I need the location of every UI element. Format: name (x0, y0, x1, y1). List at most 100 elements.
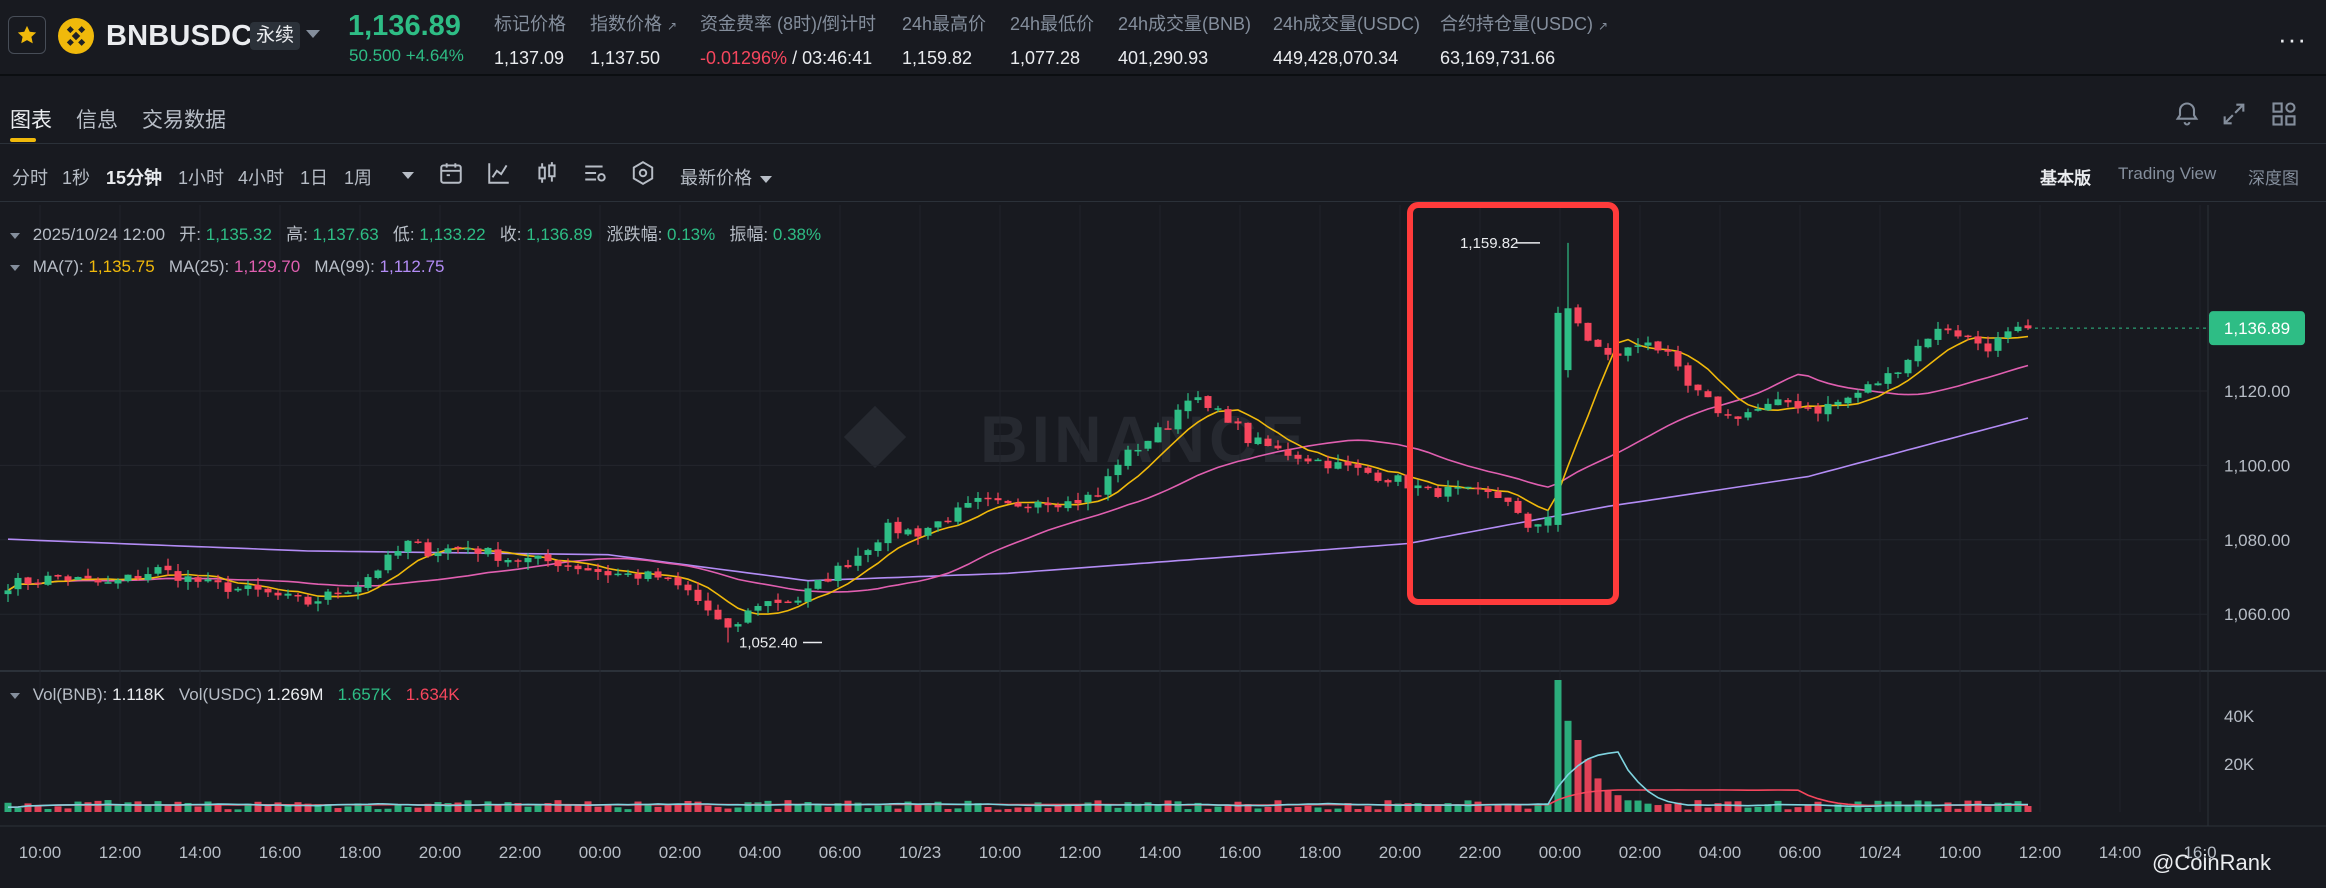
candle (1284, 449, 1292, 456)
candle (1104, 476, 1112, 495)
volume-bar (4, 802, 12, 812)
low-marker: 1,052.40 (739, 634, 822, 651)
volume-bar (174, 801, 182, 812)
volume-bar (914, 804, 922, 812)
candle (834, 565, 842, 582)
layout-grid-icon[interactable] (2270, 100, 2298, 128)
volume-bar (1744, 807, 1752, 812)
volume-bar (1934, 808, 1942, 812)
settings-list-icon[interactable] (582, 160, 608, 186)
candle (1724, 414, 1732, 416)
volume-bar (234, 809, 242, 812)
volume-bar (414, 807, 422, 812)
tab-trading-data[interactable]: 交易数据 (142, 109, 226, 132)
interval-1h[interactable]: 1小时 (178, 168, 225, 188)
candle (1844, 397, 1852, 404)
price-change: 50.500 +4.64% (349, 46, 464, 65)
volume-bar (1624, 800, 1632, 812)
more-button[interactable]: ··· (2278, 24, 2307, 54)
volume-bar (1554, 680, 1562, 812)
interval-4h[interactable]: 4小时 (238, 168, 285, 188)
volume-bar (204, 801, 212, 812)
symbol-name[interactable]: BNBUSDC (106, 20, 253, 52)
volume-bar (1064, 804, 1072, 812)
stat-index-price[interactable]: 指数价格 ↗ 1,137.50 (590, 14, 678, 68)
candle (1834, 401, 1842, 405)
interval-dropdown[interactable] (394, 164, 414, 185)
volume-bar (264, 805, 272, 812)
candle (974, 497, 982, 502)
candle-type-icon[interactable] (534, 160, 560, 186)
x-tick-label: 02:00 (1619, 843, 1662, 862)
volume-bar (494, 804, 502, 812)
volume-bar (614, 807, 622, 812)
y-tick-label: 1,120.00 (2224, 382, 2290, 401)
symbol-dropdown-icon[interactable] (306, 30, 320, 38)
volume-bar (1904, 806, 1912, 812)
candle (104, 582, 112, 584)
candle (574, 565, 582, 570)
candle (214, 580, 222, 583)
volume-bar (1494, 804, 1502, 812)
candle (1334, 462, 1342, 469)
candle (1894, 372, 1902, 374)
volume-bar (824, 806, 832, 812)
candle (1934, 328, 1942, 340)
volume-bar (1764, 804, 1772, 812)
candle (44, 575, 52, 585)
tab-info[interactable]: 信息 (76, 109, 118, 132)
price-type-select[interactable]: 最新价格 (680, 164, 772, 190)
volume-tick-label: 20K (2224, 755, 2255, 774)
volume-bar (1014, 807, 1022, 812)
candle (414, 541, 422, 543)
view-basic[interactable]: 基本版 (2040, 169, 2091, 188)
collapse-caret-icon[interactable] (10, 264, 20, 271)
hexagon-settings-icon[interactable] (630, 160, 656, 186)
interval-1s[interactable]: 1秒 (62, 168, 91, 188)
view-depth[interactable]: 深度图 (2248, 169, 2299, 188)
bell-icon[interactable] (2173, 100, 2201, 128)
tab-chart[interactable]: 图表 (10, 109, 52, 132)
view-tradingview[interactable]: Trading View (2118, 164, 2217, 183)
volume-bar (814, 803, 822, 812)
candle (654, 571, 662, 578)
candle (1914, 345, 1922, 362)
volume-bar (804, 802, 812, 812)
volume-bar (1954, 808, 1962, 812)
volume-bar (1134, 803, 1142, 812)
candle (2004, 331, 2012, 338)
candle (644, 571, 652, 579)
interval-1w[interactable]: 1周 (344, 168, 373, 188)
volume-bar (444, 803, 452, 812)
candle (1674, 351, 1682, 367)
volume-bar (1524, 808, 1532, 812)
stat-open-interest[interactable]: 合约持仓量(USDC) ↗ 63,169,731.66 (1440, 14, 1609, 68)
candle (1994, 337, 2002, 351)
chart-tabs: 图表 信息 交易数据 (0, 86, 2326, 144)
candle (604, 571, 612, 576)
volume-bar (24, 803, 32, 812)
favorite-button[interactable] (8, 16, 46, 54)
candle (1534, 524, 1542, 527)
volume-tick-label: 40K (2224, 707, 2255, 726)
candle (194, 577, 202, 582)
interval-timeline[interactable]: 分时 (12, 168, 48, 188)
interval-15m[interactable]: 15分钟 (106, 168, 163, 188)
expand-icon[interactable] (2220, 100, 2248, 128)
candle (964, 502, 972, 508)
volume-bar (1504, 804, 1512, 812)
volume-bar (1434, 805, 1442, 812)
volume-bar (1104, 804, 1112, 812)
chevron-down-icon (760, 175, 772, 183)
interval-1d[interactable]: 1日 (300, 168, 329, 188)
volume-bar (1024, 807, 1032, 812)
volume-bar (1534, 804, 1542, 812)
candle (1944, 328, 1952, 331)
calendar-icon[interactable] (438, 160, 464, 186)
volume-bar (554, 800, 562, 812)
candle (874, 542, 882, 551)
indicator-icon[interactable] (486, 160, 512, 186)
collapse-caret-icon[interactable] (10, 692, 20, 699)
collapse-caret-icon[interactable] (10, 232, 20, 239)
